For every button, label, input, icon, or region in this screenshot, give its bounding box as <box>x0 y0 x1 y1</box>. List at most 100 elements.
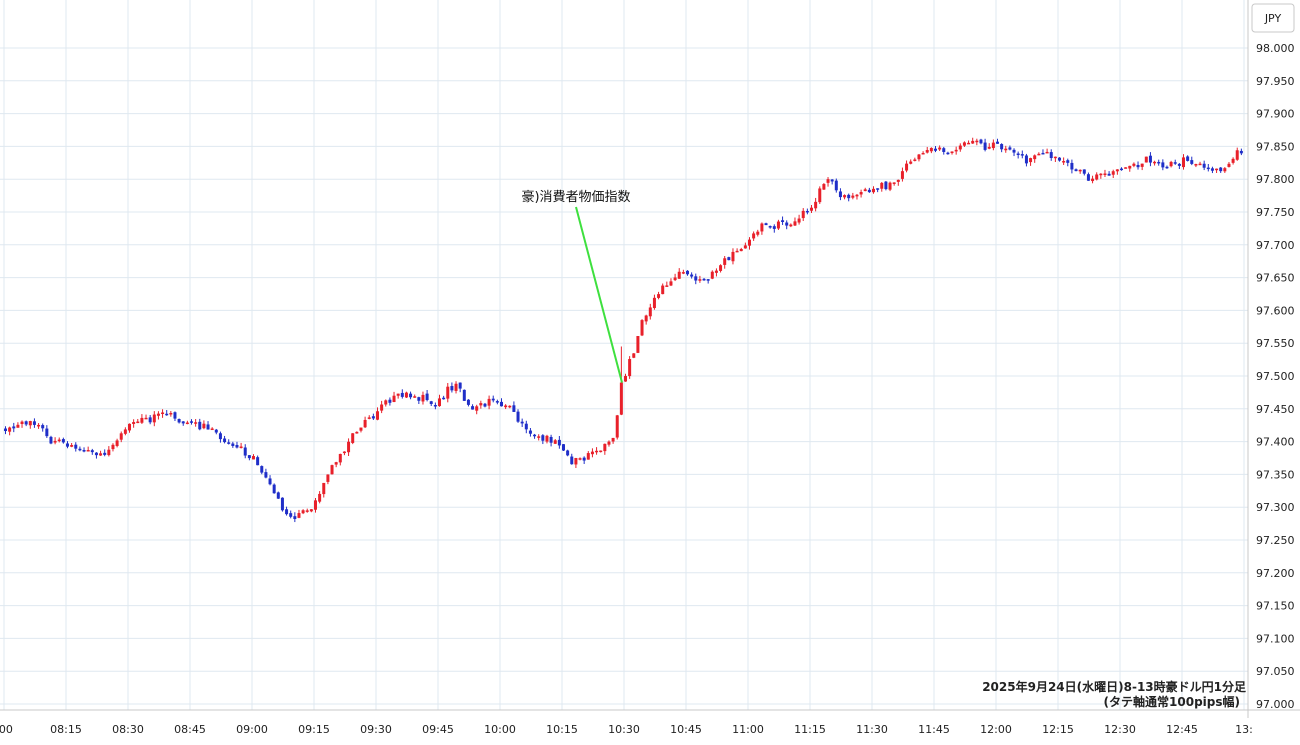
candle-body <box>123 429 127 434</box>
candle <box>49 435 53 445</box>
candle <box>297 509 301 519</box>
candle-body <box>371 416 375 419</box>
candle <box>86 446 90 452</box>
candle <box>553 439 557 445</box>
candle-body <box>1194 164 1198 166</box>
candle <box>628 356 632 379</box>
candle <box>243 444 247 459</box>
candle-body <box>1120 168 1123 171</box>
candle-body <box>562 444 565 451</box>
candle-body <box>185 422 189 425</box>
candle <box>24 420 28 427</box>
candle <box>214 428 218 435</box>
candle <box>1045 148 1049 154</box>
candle <box>1136 161 1140 170</box>
candle <box>396 393 400 399</box>
candle-body <box>218 433 222 440</box>
candle-body <box>781 220 785 222</box>
candle-body <box>644 315 648 322</box>
candle-body <box>1215 168 1219 171</box>
candle-body <box>987 146 991 149</box>
y-tick-label: 97.750 <box>1256 206 1295 219</box>
candle-body <box>1239 150 1243 154</box>
candle-body <box>1206 167 1210 170</box>
candle <box>466 399 470 407</box>
candle-body <box>677 271 681 279</box>
candle <box>768 225 772 229</box>
candle-body <box>925 150 929 153</box>
candle-body <box>32 421 36 425</box>
candle-body <box>921 152 925 155</box>
candle <box>94 452 98 459</box>
candle <box>4 426 7 435</box>
candle <box>549 434 553 447</box>
candle-body <box>896 179 900 182</box>
candle <box>1074 168 1078 172</box>
candle-body <box>624 375 627 382</box>
candle-body <box>243 447 247 456</box>
y-tick-label: 97.900 <box>1256 108 1295 121</box>
candle-body <box>429 401 433 404</box>
candle-body <box>359 427 363 431</box>
candle <box>454 381 458 394</box>
candle <box>826 177 830 187</box>
candle <box>152 411 156 427</box>
candle-body <box>90 450 94 453</box>
candle <box>384 399 388 407</box>
candle-body <box>632 353 636 358</box>
candle-body <box>413 396 417 398</box>
y-tick-label: 97.950 <box>1256 75 1295 88</box>
candle <box>103 449 107 457</box>
candle-body <box>1099 173 1103 176</box>
candle-body <box>1144 156 1148 163</box>
candle-body <box>727 257 731 261</box>
currency-box[interactable] <box>1251 3 1295 33</box>
candle <box>8 426 12 436</box>
candle-body <box>1227 163 1231 167</box>
x-tick-label: 10:00 <box>484 723 516 736</box>
candle <box>975 138 979 146</box>
candle <box>400 389 404 399</box>
candle <box>355 431 359 434</box>
candle <box>239 442 243 449</box>
time-axis: :00 08:15 08:30 08:45 09:00 09:15 09:30 09:45 10… <box>0 709 1300 736</box>
candle-body <box>1169 161 1173 167</box>
candle-body <box>801 210 805 219</box>
candle <box>603 443 607 455</box>
candle-body <box>376 411 379 420</box>
candle-body <box>905 163 909 171</box>
candle <box>702 278 706 281</box>
candle <box>16 422 20 428</box>
candle-body <box>1231 158 1235 163</box>
candle-body <box>673 277 677 281</box>
candle-body <box>74 444 78 449</box>
candle <box>57 437 61 443</box>
candle-body <box>822 184 826 190</box>
candle-body <box>950 151 954 154</box>
candle <box>1190 156 1194 166</box>
candle <box>1165 165 1169 169</box>
candle-body <box>1107 173 1111 176</box>
candle-body <box>1202 163 1206 168</box>
candle <box>516 409 520 423</box>
candle <box>913 157 917 162</box>
candle-body <box>264 472 268 478</box>
candle <box>590 448 594 458</box>
candle-body <box>719 265 723 271</box>
candle <box>202 420 206 430</box>
candle <box>32 418 36 428</box>
candle <box>772 224 776 233</box>
candle <box>962 141 966 147</box>
candle-body <box>830 179 834 182</box>
candle <box>987 143 991 150</box>
candle-body <box>983 142 987 150</box>
x-tick-label: 12:15 <box>1042 723 1074 736</box>
candle <box>471 404 475 410</box>
candle-body <box>442 397 446 400</box>
candle <box>578 457 582 461</box>
candle-body <box>119 433 123 440</box>
candle <box>1033 154 1037 163</box>
candle-body <box>132 422 136 424</box>
candle-body <box>144 417 148 420</box>
x-tick-label: 13: <box>1235 723 1253 736</box>
